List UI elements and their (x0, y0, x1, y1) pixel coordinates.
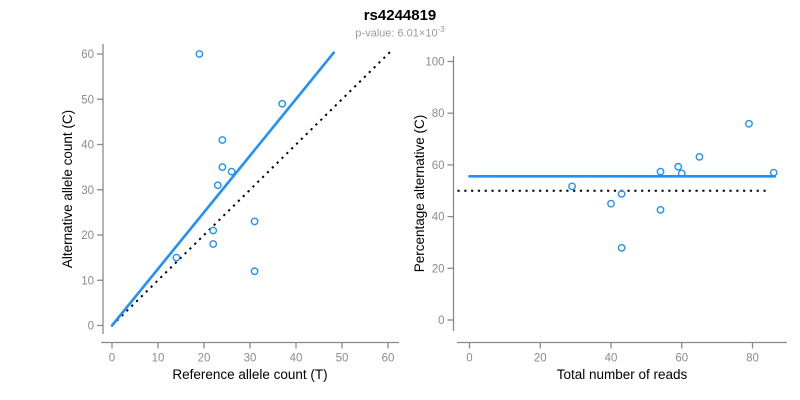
right-data-point (617, 243, 626, 252)
right-data-point (656, 205, 665, 214)
right-data-point (695, 152, 704, 161)
left-x-tick-label: 30 (244, 353, 257, 365)
left-x-tick-label: 60 (382, 353, 395, 365)
left-data-point (218, 163, 227, 172)
right-data-point (769, 168, 778, 177)
left-fit-line (110, 51, 336, 327)
left-x-tick-label: 20 (198, 353, 211, 365)
right-y-tick-label: 80 (432, 108, 445, 120)
left-y-tick-label: 40 (81, 140, 94, 152)
left-x-tick-label: 40 (290, 353, 303, 365)
left-x-tick-label: 0 (109, 353, 115, 365)
right-x-tick-label: 60 (675, 353, 688, 365)
right-x-tick-label: 20 (534, 353, 547, 365)
left-x-tick-label: 10 (152, 353, 165, 365)
left-y-tick-label: 20 (81, 230, 94, 242)
left-data-point (250, 217, 259, 226)
right-y-axis-label: Percentage alternative (C) (412, 115, 427, 273)
left-data-point (172, 253, 181, 262)
left-y-tick-label: 30 (81, 185, 94, 197)
left-data-point (278, 99, 287, 108)
p-value-text: p-value: 6.01×10 (355, 27, 438, 40)
right-y-tick-label: 60 (432, 160, 445, 172)
left-data-point (227, 167, 236, 176)
right-data-point (656, 167, 665, 176)
left-y-tick-label: 10 (81, 275, 94, 287)
right-data-point (674, 162, 683, 171)
left-y-tick-label: 50 (81, 94, 94, 106)
right-x-tick-label: 80 (746, 353, 759, 365)
left-x-tick-label: 50 (336, 353, 349, 365)
right-x-tick-label: 40 (605, 353, 618, 365)
right-y-tick-label: 100 (425, 57, 444, 69)
right-y-tick-label: 20 (432, 263, 445, 275)
p-value-exponent: -3 (437, 25, 445, 34)
plot-title: rs4244819 (363, 7, 437, 24)
right-data-point (607, 199, 615, 208)
plot-subtitle: p-value: 6.01×10-3 (0, 25, 800, 40)
left-data-point (209, 240, 218, 248)
right-data-point (677, 169, 686, 178)
left-reference-line (111, 51, 392, 327)
right-data-point (568, 182, 576, 191)
right-data-point (745, 119, 753, 128)
right-data-point (617, 189, 626, 198)
right-x-axis-label: Total number of reads (557, 367, 688, 382)
right-x-tick-label: 0 (466, 353, 472, 365)
left-x-axis-label: Reference allele count (T) (172, 367, 327, 382)
right-y-tick-label: 40 (432, 212, 445, 224)
left-data-point (213, 181, 222, 190)
left-y-axis-label: Alternative allele count (C) (60, 110, 75, 268)
left-y-tick-label: 0 (88, 321, 94, 333)
left-data-point (218, 136, 227, 144)
left-data-point (250, 267, 259, 276)
left-y-tick-label: 60 (81, 49, 94, 61)
right-y-tick-label: 0 (438, 315, 444, 327)
left-data-point (209, 226, 218, 235)
left-data-point (195, 50, 204, 58)
